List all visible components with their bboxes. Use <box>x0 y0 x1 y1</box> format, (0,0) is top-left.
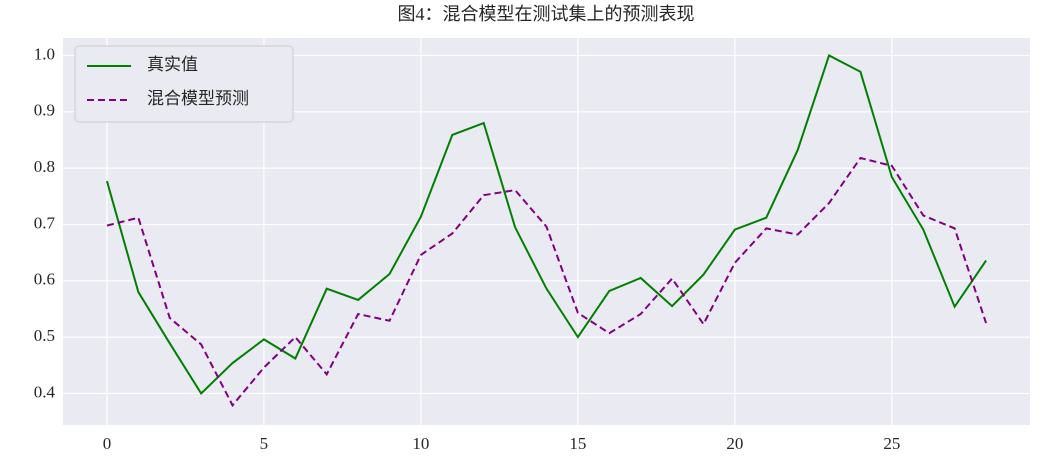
legend-label: 真实值 <box>147 55 198 74</box>
y-tick-label: 0.7 <box>34 213 56 232</box>
line-series <box>105 54 987 396</box>
y-tick-label: 0.5 <box>34 326 55 345</box>
x-tick-label: 5 <box>260 434 269 453</box>
x-tick-label: 0 <box>103 434 112 453</box>
legend-label: 混合模型预测 <box>147 89 249 108</box>
y-tick-label: 0.9 <box>34 101 55 120</box>
x-tick-label: 25 <box>883 434 900 453</box>
line-series <box>106 156 987 408</box>
x-tick-label: 15 <box>569 434 586 453</box>
x-tick-label: 10 <box>412 434 429 453</box>
x-tick-label: 20 <box>726 434 743 453</box>
chart-title: 图4：混合模型在测试集上的预测表现 <box>398 4 695 24</box>
y-tick-label: 0.6 <box>34 270 55 289</box>
y-tick-label: 1.0 <box>34 44 55 63</box>
y-tick-label: 0.8 <box>34 157 55 176</box>
y-tick-label: 0.4 <box>34 382 56 401</box>
